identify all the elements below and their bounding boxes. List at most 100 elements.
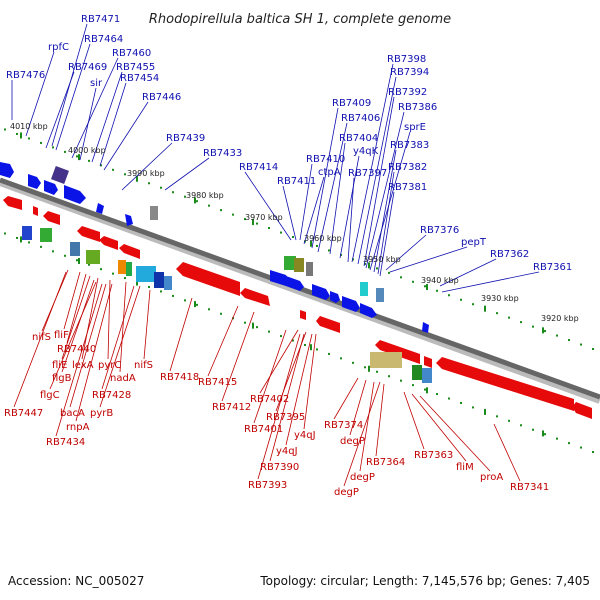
forward-gene-label[interactable]: RB7362	[490, 249, 529, 260]
forward-gene-label[interactable]: RB7455	[116, 62, 155, 73]
reverse-gene-label[interactable]: RB7440	[57, 344, 96, 355]
feature-box[interactable]	[422, 368, 432, 383]
forward-gene-label[interactable]: RB7471	[81, 14, 120, 25]
reverse-gene-label[interactable]: RB7402	[250, 394, 289, 405]
feature-box[interactable]	[126, 262, 132, 276]
reverse-gene[interactable]	[119, 244, 140, 259]
reverse-gene-label[interactable]: RB7447	[4, 408, 43, 419]
reverse-gene-label[interactable]: RB7415	[198, 377, 237, 388]
forward-gene-label[interactable]: RB7361	[533, 262, 572, 273]
reverse-gene-label[interactable]: flgC	[40, 390, 60, 401]
reverse-gene-label[interactable]: degP	[334, 487, 359, 498]
feature-box[interactable]	[306, 262, 313, 276]
feature-box[interactable]	[376, 288, 384, 302]
feature-box[interactable]	[164, 276, 172, 290]
reverse-gene-label[interactable]: RB7364	[366, 457, 405, 468]
forward-gene-label[interactable]: RB7439	[166, 133, 205, 144]
feature-box[interactable]	[370, 352, 402, 368]
reverse-gene[interactable]	[33, 206, 38, 216]
feature-box[interactable]	[86, 250, 100, 264]
reverse-gene-label[interactable]: rnpA	[66, 422, 90, 433]
reverse-gene[interactable]	[240, 288, 270, 306]
forward-gene-label[interactable]: y4qK	[353, 146, 379, 157]
reverse-gene-label[interactable]: RB7395	[266, 412, 305, 423]
reverse-gene-label[interactable]: proA	[480, 472, 503, 483]
forward-gene-label[interactable]: RB7394	[390, 67, 429, 78]
reverse-gene-label[interactable]: RB7363	[414, 450, 453, 461]
feature-box[interactable]	[40, 228, 52, 242]
forward-gene-label[interactable]: RB7383	[390, 140, 429, 151]
feature-box[interactable]	[360, 282, 368, 296]
forward-gene[interactable]	[312, 284, 330, 300]
reverse-gene-label[interactable]: bacA	[60, 408, 85, 419]
reverse-gene-label[interactable]: pyrC	[98, 360, 121, 371]
reverse-gene-label[interactable]: degP	[340, 436, 365, 447]
reverse-gene-label[interactable]: RB7390	[260, 462, 299, 473]
forward-gene-label[interactable]: RB7410	[306, 154, 345, 165]
reverse-gene-label[interactable]: RB7341	[510, 482, 549, 493]
forward-gene-label[interactable]: RB7381	[388, 182, 427, 193]
forward-gene-label[interactable]: RB7414	[239, 162, 278, 173]
feature-box[interactable]	[150, 206, 158, 220]
forward-gene[interactable]	[330, 291, 340, 303]
reverse-gene[interactable]	[424, 356, 432, 368]
forward-gene-label[interactable]: RB7406	[341, 113, 380, 124]
forward-gene-label[interactable]: RB7476	[6, 70, 45, 81]
forward-gene-label[interactable]: RB7411	[277, 176, 316, 187]
forward-gene[interactable]	[270, 270, 290, 286]
reverse-gene[interactable]	[300, 310, 306, 320]
reverse-gene-label[interactable]: nadA	[110, 373, 136, 384]
reverse-gene-label[interactable]: y4qJ	[294, 430, 316, 441]
reverse-gene-label[interactable]: RB7434	[46, 437, 85, 448]
reverse-gene-label[interactable]: fliF	[54, 330, 69, 341]
feature-box[interactable]	[51, 166, 69, 184]
feature-box[interactable]	[70, 242, 80, 256]
forward-gene[interactable]	[286, 276, 304, 291]
reverse-gene-label[interactable]: nifS	[32, 332, 51, 343]
reverse-gene-label[interactable]: pyrB	[90, 408, 113, 419]
forward-gene-label[interactable]: RB7404	[339, 133, 378, 144]
forward-gene-label[interactable]: ctpA	[318, 167, 341, 178]
feature-box[interactable]	[22, 226, 32, 240]
reverse-gene[interactable]	[316, 316, 340, 333]
reverse-gene-label[interactable]: RB7393	[248, 480, 287, 491]
feature-box[interactable]	[284, 256, 296, 270]
forward-gene-label[interactable]: RB7469	[68, 62, 107, 73]
forward-gene-label[interactable]: RB7392	[388, 87, 427, 98]
reverse-gene[interactable]	[77, 226, 100, 242]
reverse-gene[interactable]	[99, 236, 118, 250]
feature-box[interactable]	[412, 365, 422, 380]
reverse-gene-label[interactable]: degP	[350, 472, 375, 483]
forward-gene-label[interactable]: sir	[90, 78, 103, 89]
forward-gene[interactable]	[422, 322, 429, 333]
forward-gene-label[interactable]: RB7386	[398, 102, 437, 113]
reverse-gene-label[interactable]: RB7428	[92, 390, 131, 401]
reverse-gene-label[interactable]: fliE	[52, 360, 67, 371]
forward-gene-label[interactable]: RB7382	[388, 162, 427, 173]
forward-gene[interactable]	[28, 174, 41, 189]
reverse-gene[interactable]	[3, 196, 22, 210]
forward-gene-label[interactable]: rpfC	[48, 42, 69, 53]
reverse-gene[interactable]	[176, 262, 240, 296]
forward-gene[interactable]	[342, 296, 360, 312]
forward-gene-label[interactable]: RB7446	[142, 92, 181, 103]
feature-box[interactable]	[154, 272, 164, 288]
reverse-gene-label[interactable]: lexA	[72, 360, 94, 371]
reverse-gene-label[interactable]: y4qJ	[276, 446, 298, 457]
feature-box[interactable]	[118, 260, 126, 274]
forward-gene[interactable]	[64, 185, 86, 204]
forward-gene-label[interactable]: RB7376	[420, 225, 459, 236]
reverse-gene[interactable]	[572, 402, 592, 419]
forward-gene-label[interactable]: RB7460	[112, 48, 151, 59]
feature-box[interactable]	[136, 266, 156, 282]
forward-gene-label[interactable]: pepT	[461, 237, 487, 248]
forward-gene[interactable]	[44, 180, 58, 195]
forward-gene-label[interactable]: RB7409	[332, 98, 371, 109]
reverse-gene-label[interactable]: RB7418	[160, 372, 199, 383]
feature-box[interactable]	[294, 258, 304, 272]
reverse-gene-label[interactable]: flgB	[52, 373, 72, 384]
forward-gene-label[interactable]: RB7433	[203, 148, 242, 159]
forward-gene-label[interactable]: RB7454	[120, 73, 159, 84]
reverse-gene-label[interactable]: nifS	[134, 360, 153, 371]
reverse-gene-label[interactable]: RB7412	[212, 402, 251, 413]
